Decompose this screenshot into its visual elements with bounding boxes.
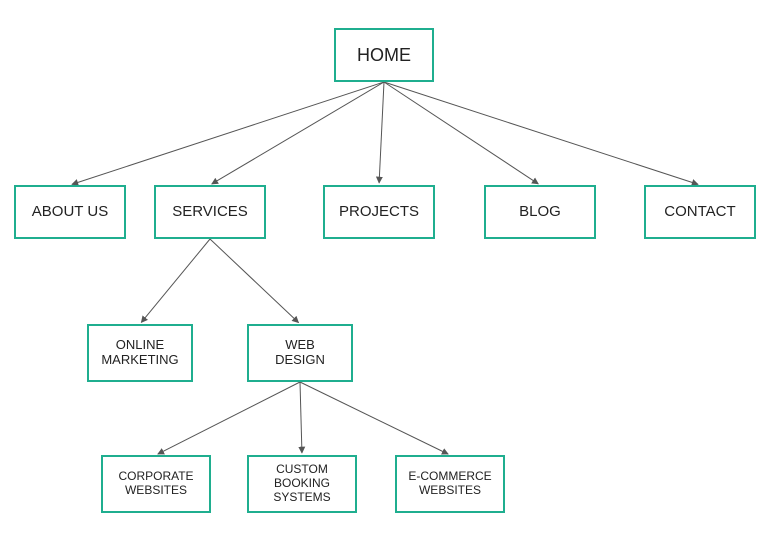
edge-home-contact: [384, 82, 698, 184]
node-ecommerce: E-COMMERCE WEBSITES: [395, 455, 505, 513]
node-label: CORPORATE WEBSITES: [118, 470, 193, 498]
edge-home-projects: [379, 82, 384, 183]
node-label: ABOUT US: [32, 203, 108, 220]
edge-webdesign-booking: [300, 382, 302, 453]
edge-webdesign-ecommerce: [300, 382, 448, 454]
edge-services-online: [141, 239, 210, 322]
node-label: ONLINE MARKETING: [101, 338, 178, 368]
node-label: BLOG: [519, 203, 561, 220]
node-webdesign: WEB DESIGN: [247, 324, 353, 382]
node-label: CUSTOM BOOKING SYSTEMS: [273, 463, 330, 504]
node-services: SERVICES: [154, 185, 266, 239]
node-projects: PROJECTS: [323, 185, 435, 239]
node-booking: CUSTOM BOOKING SYSTEMS: [247, 455, 357, 513]
edge-services-webdesign: [210, 239, 299, 323]
node-blog: BLOG: [484, 185, 596, 239]
node-label: CONTACT: [664, 203, 735, 220]
node-label: SERVICES: [172, 203, 248, 220]
node-corporate: CORPORATE WEBSITES: [101, 455, 211, 513]
edge-home-services: [212, 82, 384, 184]
node-label: E-COMMERCE WEBSITES: [408, 470, 491, 498]
sitemap-diagram: HOME ABOUT US SERVICES PROJECTS BLOG CONTACT O…: [0, 0, 768, 552]
edge-home-blog: [384, 82, 538, 184]
node-home: HOME: [334, 28, 434, 82]
node-label: PROJECTS: [339, 203, 419, 220]
edge-webdesign-corporate: [158, 382, 300, 454]
node-online: ONLINE MARKETING: [87, 324, 193, 382]
node-label: WEB DESIGN: [275, 338, 325, 368]
node-label: HOME: [357, 45, 411, 66]
node-contact: CONTACT: [644, 185, 756, 239]
node-about: ABOUT US: [14, 185, 126, 239]
edge-home-about: [72, 82, 384, 184]
